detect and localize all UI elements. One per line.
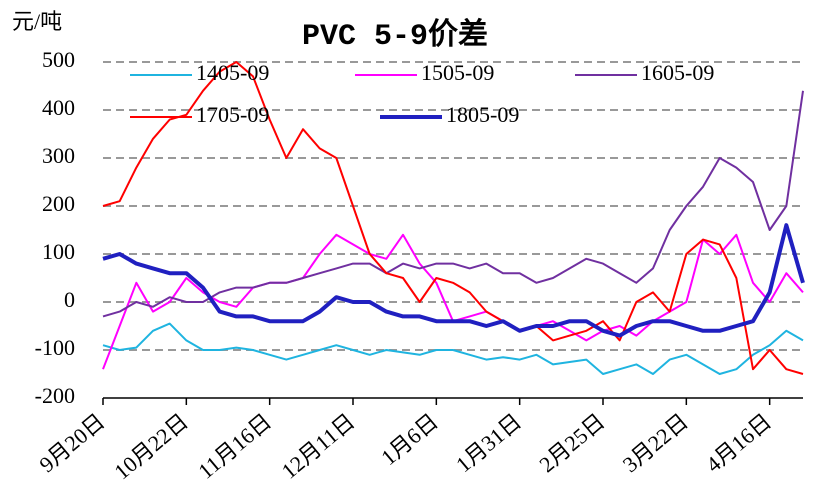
series-line (102, 61, 804, 375)
x-tick-label: 9月20日 (34, 409, 109, 478)
x-tick-label: 3月22日 (618, 409, 693, 478)
y-tick-label: 0 (64, 287, 75, 312)
series-line (102, 322, 804, 375)
y-tick-label: -100 (35, 335, 75, 360)
x-tick-label: 11月16日 (193, 409, 276, 484)
y-tick-label: 100 (42, 239, 75, 264)
x-tick-label: 4月16日 (701, 409, 776, 478)
x-tick-label: 2月25日 (534, 409, 609, 478)
x-tick-label: 10月22日 (109, 409, 192, 485)
x-tick-label: 1月31日 (451, 409, 526, 478)
y-axis-label: 元/吨 (12, 9, 62, 34)
y-tick-label: 400 (42, 95, 75, 120)
legend-label: 1805-09 (446, 102, 519, 127)
y-tick-label: 300 (42, 143, 75, 168)
y-tick-label: -200 (35, 383, 75, 408)
series-line (102, 90, 804, 318)
x-tick-label: 1月6日 (376, 409, 443, 471)
legend-label: 1605-09 (641, 60, 714, 85)
series-line (102, 223, 805, 338)
legend-label: 1505-09 (421, 60, 494, 85)
y-tick-label: 500 (42, 47, 75, 72)
x-tick-label: 12月11日 (277, 409, 360, 484)
chart-title: PVC 5-9价差 (302, 18, 488, 54)
y-tick-label: 200 (42, 191, 75, 216)
legend-label: 1405-09 (196, 60, 269, 85)
legend-label: 1705-09 (196, 102, 269, 127)
